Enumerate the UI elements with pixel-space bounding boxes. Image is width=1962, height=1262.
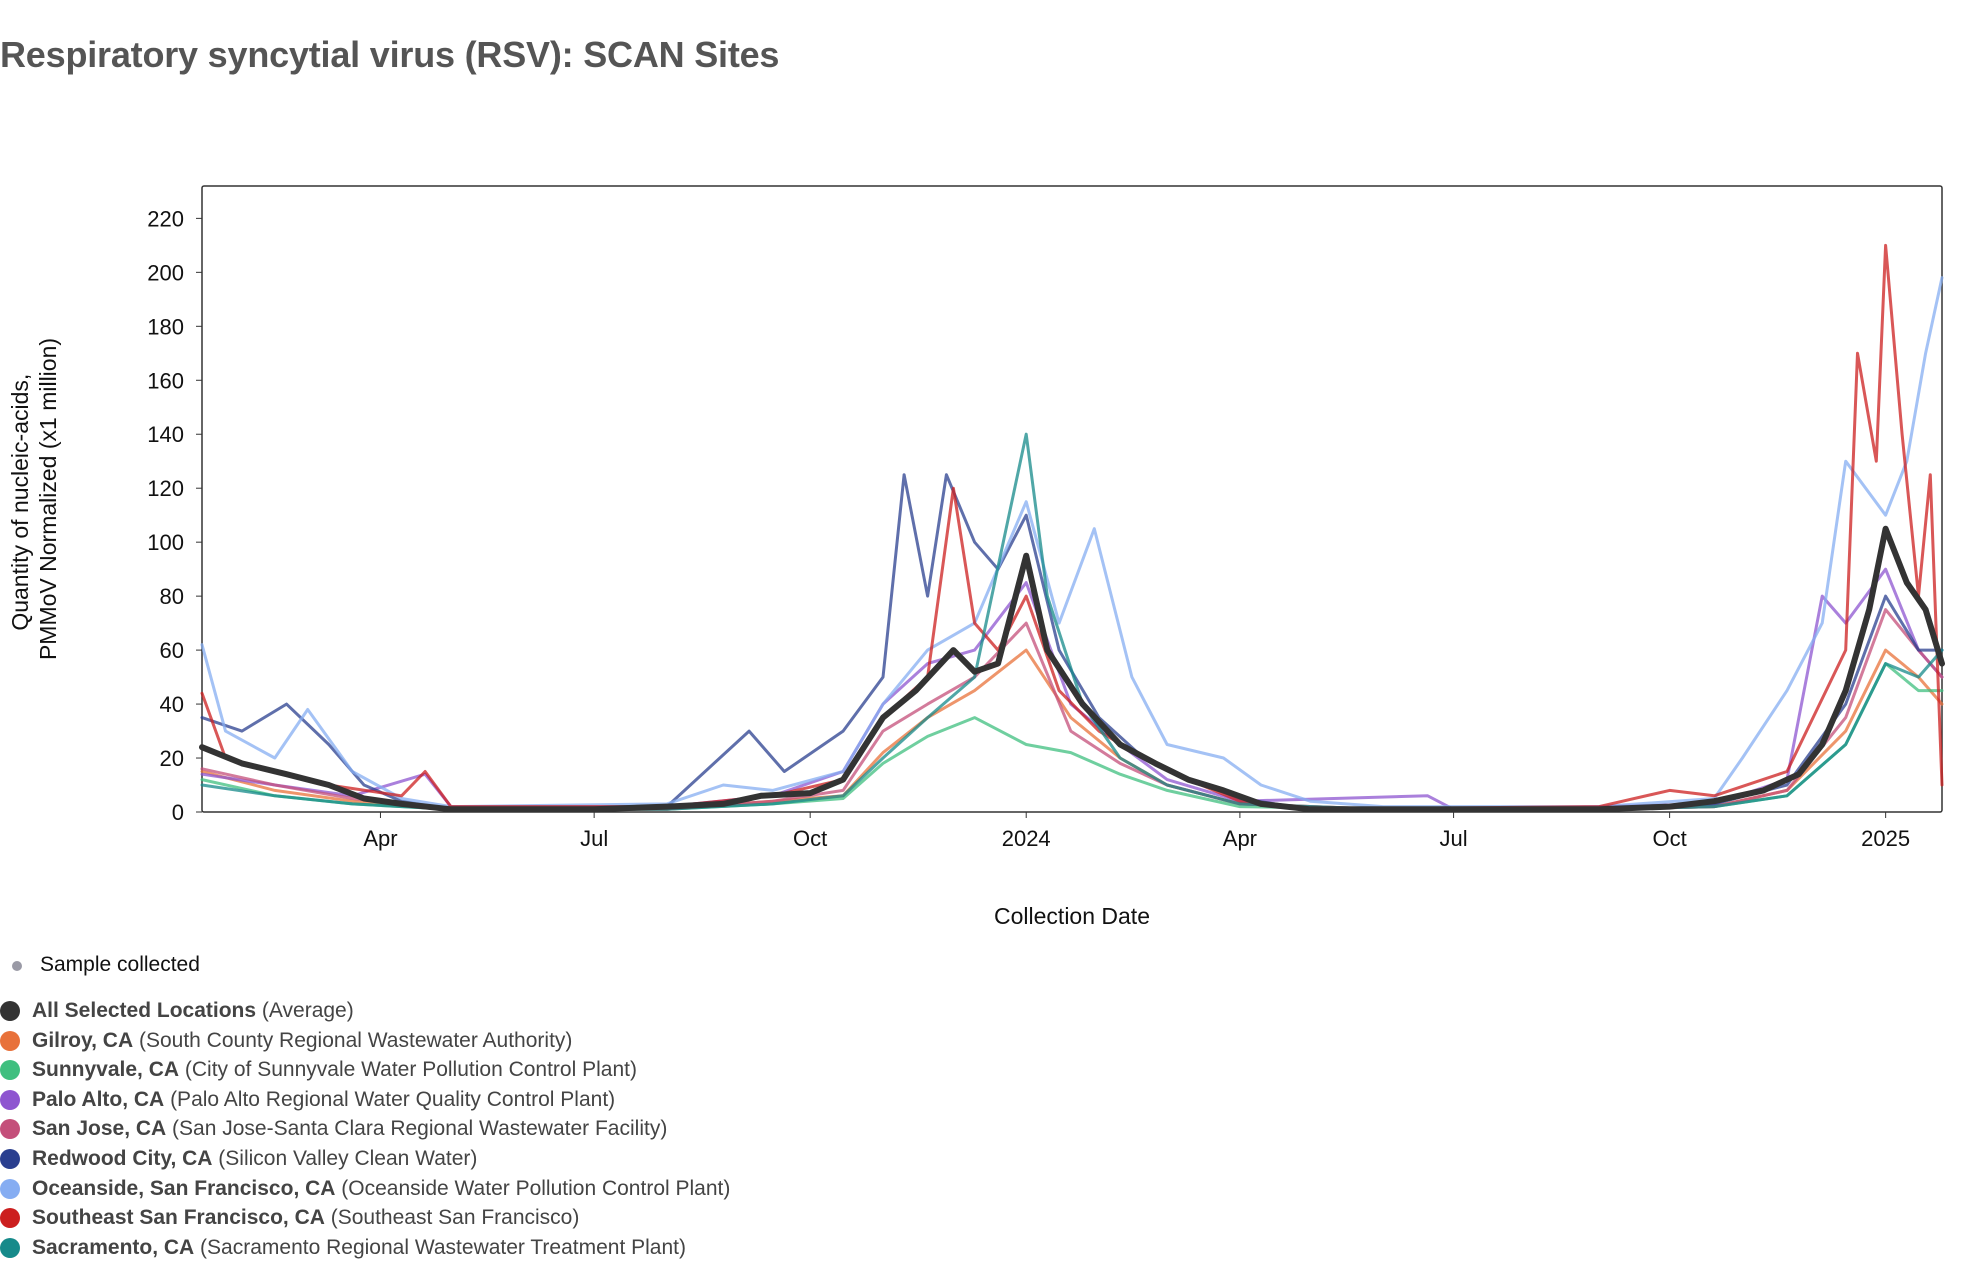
legend-sample-label: Sample collected — [40, 953, 200, 976]
legend-dot-icon — [0, 1178, 20, 1199]
x-tick-label: Jul — [1440, 826, 1468, 851]
y-tick-label: 0 — [172, 800, 184, 825]
series-line-san-jose-ca — [200, 608, 1944, 811]
x-tick-label: Apr — [363, 826, 397, 851]
legend-item-text: Palo Alto, CA (Palo Alto Regional Water … — [32, 1087, 615, 1113]
legend-item-desc: (South County Regional Wastewater Author… — [133, 1028, 573, 1052]
legend-item-desc: (City of Sunnyvale Water Pollution Contr… — [179, 1058, 637, 1082]
legend-item-desc: (Southeast San Francisco) — [324, 1206, 580, 1230]
legend-item-text: Southeast San Francisco, CA (Southeast S… — [32, 1205, 579, 1231]
x-tick-label: Oct — [793, 826, 827, 851]
legend-dot-icon — [0, 1237, 20, 1258]
legend-item-text: San Jose, CA (San Jose-Santa Clara Regio… — [32, 1116, 667, 1142]
legend-item-name: Southeast San Francisco, CA — [32, 1206, 325, 1230]
y-tick-label: 200 — [147, 260, 184, 285]
legend-item-desc: (Oceanside Water Pollution Control Plant… — [335, 1176, 731, 1200]
x-tick-label: Apr — [1223, 826, 1257, 851]
legend-item-name: Sunnyvale, CA — [32, 1058, 180, 1082]
legend-item-text: All Selected Locations (Average) — [32, 998, 354, 1024]
y-tick-label: 60 — [160, 638, 184, 663]
legend-dot-icon — [0, 1119, 20, 1140]
y-tick-label: 140 — [147, 422, 184, 447]
legend-dot-icon — [0, 1149, 20, 1169]
line-chart: 0 20 40 60 80 100 120 140 160 180 200 220 Apr Jul Oct… — [7, 185, 1945, 929]
series-line-oceanside-san-francisco-ca — [200, 276, 1944, 809]
y-tick-label: 40 — [160, 692, 184, 717]
y-tick-label: 100 — [147, 530, 184, 555]
legend-item-text: Oceanside, San Francisco, CA (Oceanside … — [32, 1176, 730, 1202]
legend-item-desc: (San Jose-Santa Clara Regional Wastewate… — [166, 1117, 668, 1141]
legend-item-name: San Jose, CA — [32, 1117, 167, 1141]
legend-dot-icon — [0, 1060, 20, 1081]
x-axis: Apr Jul Oct 2024 Apr Jul Oct 2025 — [363, 812, 1910, 851]
y-tick-label: 220 — [147, 206, 184, 231]
legend-item-desc: (Average) — [256, 999, 354, 1022]
legend-item-name: Gilroy, CA — [32, 1028, 134, 1052]
series-layer — [199, 243, 1945, 813]
x-axis-title: Collection Date — [994, 903, 1150, 929]
plot-frame — [201, 185, 1943, 813]
y-axis-title-line-1: Quantity of nucleic-acids, — [7, 374, 33, 631]
legend-item-text: Redwood City, CA (Silicon Valley Clean W… — [32, 1146, 477, 1172]
legend-item-name: Sacramento, CA — [32, 1235, 195, 1259]
sample-dot-icon — [12, 961, 22, 971]
y-axis: 0 20 40 60 80 100 120 140 160 180 200 220 — [147, 206, 202, 825]
y-axis-title: Quantity of nucleic-acids, PMMoV Normali… — [7, 338, 61, 660]
x-tick-label: 2024 — [1002, 826, 1051, 851]
series-line-southeast-san-francisco-ca — [200, 243, 1944, 811]
y-axis-title-line-2: PMMoV Normalized (x1 million) — [35, 338, 61, 660]
legend-item-text: Sacramento, CA (Sacramento Regional Wast… — [32, 1235, 686, 1261]
y-tick-label: 80 — [160, 584, 184, 609]
chart-title: Respiratory syncytial virus (RSV): SCAN … — [0, 34, 780, 75]
legend-dot-icon — [0, 1030, 20, 1051]
x-tick-label: Jul — [580, 826, 608, 851]
series-line-all-selected-locations — [199, 525, 1945, 813]
legend-item-name: Redwood City, CA — [32, 1147, 213, 1170]
x-tick-label: Oct — [1652, 826, 1686, 851]
y-tick-label: 20 — [160, 746, 184, 771]
legend-item-text: Sunnyvale, CA (City of Sunnyvale Water P… — [32, 1057, 637, 1083]
legend-dot-icon — [0, 1001, 20, 1021]
legend-item-text: Gilroy, CA (South County Regional Wastew… — [32, 1028, 572, 1054]
series-line-redwood-city-ca — [200, 473, 1944, 811]
legend-item-desc: (Sacramento Regional Wastewater Treatmen… — [194, 1235, 686, 1259]
legend-item-name: Palo Alto, CA — [32, 1087, 165, 1111]
legend-item-desc: (Silicon Valley Clean Water) — [212, 1147, 478, 1170]
legend-item-name: Oceanside, San Francisco, CA — [32, 1176, 336, 1200]
y-tick-label: 180 — [147, 314, 184, 339]
y-tick-label: 120 — [147, 476, 184, 501]
legend-dot-icon — [0, 1089, 20, 1110]
y-tick-label: 160 — [147, 368, 184, 393]
legend-item-desc: (Palo Alto Regional Water Quality Contro… — [164, 1087, 616, 1111]
x-tick-label: 2025 — [1861, 826, 1910, 851]
legend-item-name: All Selected Locations — [32, 999, 257, 1022]
legend-dot-icon — [0, 1208, 20, 1229]
